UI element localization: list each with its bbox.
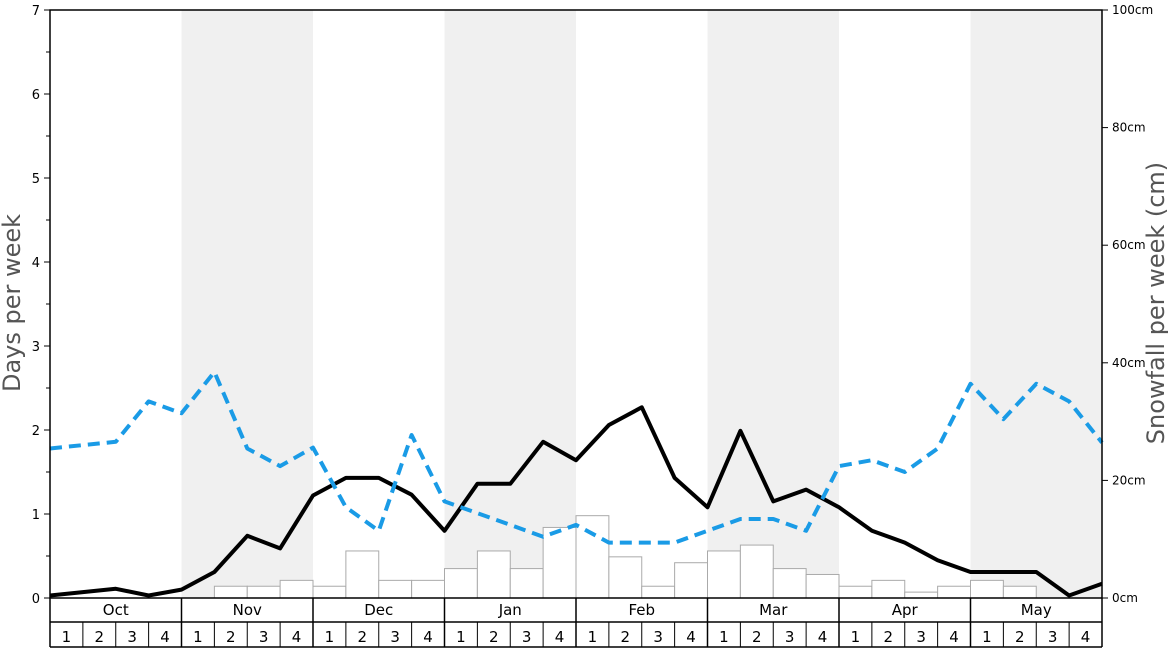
right-tick-label: 20cm xyxy=(1112,473,1146,487)
right-axis-title: Snowfall per week (cm) xyxy=(1142,162,1168,444)
left-tick-label: 6 xyxy=(32,88,40,103)
week-label: 1 xyxy=(456,628,466,646)
week-label: 4 xyxy=(423,628,433,646)
week-label: 3 xyxy=(785,628,795,646)
snowfall-bar xyxy=(970,579,1004,599)
week-label: 1 xyxy=(588,628,598,646)
snowfall-bar xyxy=(575,515,610,599)
month-label: Nov xyxy=(233,601,262,619)
left-tick-label: 3 xyxy=(32,340,40,355)
snowfall-bar xyxy=(608,556,643,599)
dashed-series-line xyxy=(49,370,1104,545)
week-label: 1 xyxy=(982,628,992,646)
snowfall-bar xyxy=(904,591,939,599)
month-shading-bands xyxy=(181,10,1102,598)
snowfall-bar xyxy=(805,573,840,599)
week-label: 4 xyxy=(160,628,170,646)
month-label: Dec xyxy=(364,601,393,619)
x-axis-table: Oct 1 2 3 4 Nov 1 2 3 4 Dec 1 2 3 4 Jan 1 2 3 4 Feb 1 2 3 4 Mar 1 2… xyxy=(49,598,1103,648)
snowfall-bar xyxy=(937,585,971,599)
week-label: 3 xyxy=(1048,628,1058,646)
snowfall-bar xyxy=(345,550,380,599)
left-tick-label: 2 xyxy=(32,424,40,439)
week-label: 2 xyxy=(621,628,631,646)
week-label: 3 xyxy=(127,628,137,646)
week-label: 4 xyxy=(686,628,696,646)
snowfall-bar xyxy=(739,544,774,599)
week-label: 1 xyxy=(193,628,203,646)
snowfall-bar xyxy=(871,579,906,599)
right-tick-label: 80cm xyxy=(1112,121,1146,135)
snowfall-bar xyxy=(838,585,873,599)
week-label: 3 xyxy=(653,628,663,646)
week-label: 2 xyxy=(95,628,105,646)
left-tick-label: 5 xyxy=(32,172,40,187)
right-tick-label: 0cm xyxy=(1112,591,1138,605)
month-band-nov xyxy=(181,10,313,598)
snowfall-bar xyxy=(246,585,281,599)
week-label: 1 xyxy=(851,628,861,646)
month-label: Feb xyxy=(628,601,655,619)
month-label: Apr xyxy=(892,601,919,619)
left-axis-title: Days per week xyxy=(0,214,26,392)
month-label: Mar xyxy=(759,601,788,619)
week-label: 3 xyxy=(916,628,926,646)
left-tick-label: 7 xyxy=(32,4,40,19)
week-label: 2 xyxy=(358,628,368,646)
snowfall-bar xyxy=(674,562,708,599)
snowfall-bar xyxy=(279,579,314,599)
snowfall-bar xyxy=(1002,585,1037,599)
week-label: 2 xyxy=(752,628,762,646)
snowfall-bar xyxy=(312,585,347,599)
snowfall-bar xyxy=(641,585,676,599)
week-label: 1 xyxy=(719,628,729,646)
month-label: Oct xyxy=(103,601,129,619)
week-label: 4 xyxy=(1081,628,1091,646)
week-label: 2 xyxy=(1015,628,1025,646)
left-axis: 0 1 2 3 4 5 6 7 xyxy=(32,4,50,607)
right-tick-label: 60cm xyxy=(1112,238,1146,252)
month-label: Jan xyxy=(498,601,522,619)
left-tick-label: 0 xyxy=(32,592,40,607)
week-label: 2 xyxy=(884,628,894,646)
snowfall-bar xyxy=(213,585,248,599)
snowfall-bar xyxy=(411,579,445,599)
snowfall-bar xyxy=(542,526,577,599)
day-lines xyxy=(49,370,1104,598)
snowfall-bar xyxy=(378,579,413,599)
left-tick-label: 4 xyxy=(32,256,40,271)
week-label: 1 xyxy=(325,628,335,646)
week-label: 3 xyxy=(259,628,269,646)
snowfall-bar xyxy=(509,568,544,599)
month-band-mar xyxy=(707,10,839,598)
week-label: 4 xyxy=(555,628,565,646)
snowfall-bar xyxy=(707,550,741,599)
week-label: 3 xyxy=(522,628,532,646)
solid-series-line xyxy=(49,405,1103,598)
right-tick-label: 40cm xyxy=(1112,356,1146,370)
week-label: 3 xyxy=(390,628,400,646)
week-label: 4 xyxy=(292,628,302,646)
right-tick-label: 100cm xyxy=(1112,3,1153,17)
week-label: 4 xyxy=(818,628,828,646)
week-label: 2 xyxy=(489,628,499,646)
right-axis: 0cm 20cm 40cm 60cm 80cm 100cm xyxy=(1102,3,1153,605)
month-label: May xyxy=(1021,601,1052,619)
week-label: 1 xyxy=(62,628,72,646)
week-label: 4 xyxy=(949,628,959,646)
snowfall-bar xyxy=(476,550,511,599)
snowfall-bar xyxy=(444,568,478,599)
left-tick-label: 1 xyxy=(32,508,40,523)
snowfall-bar xyxy=(772,568,807,599)
week-label: 2 xyxy=(226,628,236,646)
snowfall-bars xyxy=(213,515,1037,599)
month-band-may xyxy=(970,10,1102,598)
